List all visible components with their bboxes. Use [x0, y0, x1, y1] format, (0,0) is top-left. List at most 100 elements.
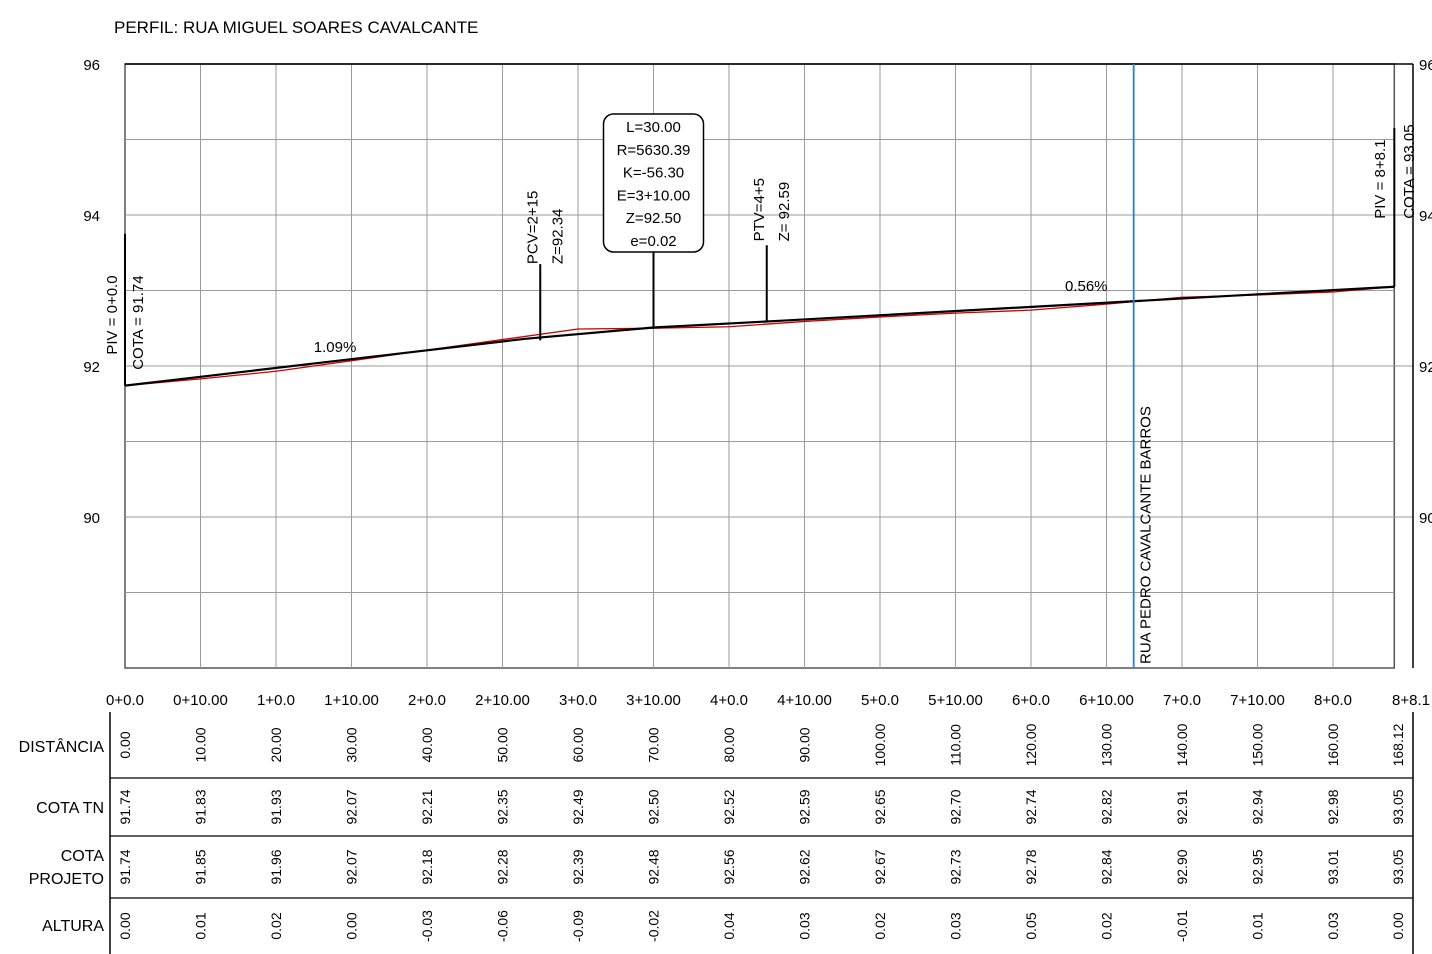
table-cell: 150.00 — [1250, 723, 1266, 766]
table-cell: 92.18 — [419, 849, 435, 884]
table-cell: 92.84 — [1099, 849, 1115, 884]
table-cell: 0.04 — [721, 912, 737, 939]
axis-labels: 96 94 92 90 96 94 92 90 0+0.0 0+10.00 1+0.0 1+10.00… — [83, 57, 1432, 709]
table-cell: 20.00 — [268, 727, 284, 762]
data-table: DISTÂNCIA COTA TN COTA PROJETO ALTURA 0.00 10.… — [19, 712, 1414, 954]
ptv-label: PTV=4+5 — [751, 178, 768, 241]
curve-box — [602, 113, 705, 253]
design-line — [124, 285, 1395, 387]
table-cell: 140.00 — [1174, 723, 1190, 766]
table-cell: 0.05 — [1023, 912, 1039, 939]
table-cell: 92.48 — [646, 849, 662, 884]
table-cell: 0.00 — [344, 912, 360, 939]
station-label: 8+8.1 — [1392, 692, 1430, 709]
table-cell: 0.02 — [872, 912, 888, 939]
station-label: 2+10.00 — [475, 692, 530, 709]
table-cell: 92.91 — [1174, 789, 1190, 824]
station-label: 6+10.00 — [1079, 692, 1134, 709]
table-cell: 92.67 — [872, 849, 888, 884]
row-label-altura: ALTURA — [42, 918, 104, 935]
right-elevation-tick-label: 94 — [1419, 208, 1432, 225]
table-cell: 93.01 — [1325, 849, 1341, 884]
table-cell: 91.85 — [193, 849, 209, 884]
table-cell: -0.02 — [646, 910, 662, 942]
table-cell: 168.12 — [1390, 723, 1406, 766]
table-cell: 93.05 — [1390, 789, 1406, 824]
profile-title: PERFIL: RUA MIGUEL SOARES CAVALCANTE — [114, 18, 478, 37]
table-cell: 130.00 — [1099, 723, 1115, 766]
table-cell: 92.94 — [1250, 789, 1266, 824]
row-label-cota-tn: COTA TN — [36, 800, 104, 817]
table-cell: -0.09 — [570, 910, 586, 942]
table-cell: 0.02 — [268, 912, 284, 939]
table-cell: 40.00 — [419, 727, 435, 762]
table-cell: 92.59 — [797, 789, 813, 824]
table-cell: 92.07 — [344, 849, 360, 884]
piv-start-cota: COTA = 91.74 — [130, 275, 147, 369]
curve-box-line: e=0.02 — [630, 233, 676, 250]
station-label: 3+0.0 — [559, 692, 597, 709]
right-elevation-tick-label: 90 — [1419, 510, 1432, 527]
table-cell: 92.65 — [872, 789, 888, 824]
station-label: 8+0.0 — [1314, 692, 1352, 709]
right-elevation-tick-label: 92 — [1419, 359, 1432, 376]
table-cell: 92.98 — [1325, 789, 1341, 824]
curve-box-line: K=-56.30 — [623, 165, 684, 182]
station-label: 3+10.00 — [626, 692, 681, 709]
station-label: 5+0.0 — [861, 692, 899, 709]
table-cell: 100.00 — [872, 723, 888, 766]
station-label: 7+0.0 — [1163, 692, 1201, 709]
table-cell: 92.21 — [419, 789, 435, 824]
table-cell: 90.00 — [797, 727, 813, 762]
ptv-z: Z= 92.59 — [776, 182, 793, 242]
piv-start-label: PIV = 0+0.0 — [104, 275, 121, 354]
table-cell: -0.06 — [495, 910, 511, 942]
elevation-tick-label: 90 — [83, 510, 100, 527]
table-cell: 0.03 — [948, 912, 964, 939]
table-cell: 92.39 — [570, 849, 586, 884]
table-cell: 92.50 — [646, 789, 662, 824]
table-cell: 91.96 — [268, 849, 284, 884]
curve-box-line: Z=92.50 — [626, 210, 681, 227]
table-cell: 92.49 — [570, 789, 586, 824]
table-cell: 93.05 — [1390, 849, 1406, 884]
table-cell: 0.01 — [193, 912, 209, 939]
table-cell: 120.00 — [1023, 723, 1039, 766]
table-cell: 30.00 — [344, 727, 360, 762]
row-label-distancia: DISTÂNCIA — [19, 737, 105, 756]
piv-end-cota: COTA = 93.05 — [1401, 124, 1418, 218]
pcv-z: Z=92.34 — [549, 209, 566, 264]
station-label: 0+10.00 — [173, 692, 228, 709]
table-cell: 70.00 — [646, 727, 662, 762]
table-cell: 0.03 — [797, 912, 813, 939]
table-cell: 10.00 — [193, 727, 209, 762]
table-cell: 91.74 — [117, 789, 133, 824]
table-cell: 0.00 — [117, 912, 133, 939]
station-label: 1+10.00 — [324, 692, 379, 709]
station-label: 4+0.0 — [710, 692, 748, 709]
station-label: 0+0.0 — [106, 692, 144, 709]
table-cell: 92.95 — [1250, 849, 1266, 884]
row-label-projeto: PROJETO — [29, 871, 104, 888]
elevation-tick-label: 96 — [83, 57, 100, 74]
table-cell: 92.74 — [1023, 789, 1039, 824]
table-cell: 0.03 — [1325, 912, 1341, 939]
table-cell: 92.62 — [797, 849, 813, 884]
table-cell: 80.00 — [721, 727, 737, 762]
table-cell: 92.78 — [1023, 849, 1039, 884]
table-cell: 0.02 — [1099, 912, 1115, 939]
station-label: 5+10.00 — [928, 692, 983, 709]
station-label: 7+10.00 — [1230, 692, 1285, 709]
curve-box-line: R=5630.39 — [617, 142, 691, 159]
station-label: 1+0.0 — [257, 692, 295, 709]
elevation-tick-label: 94 — [83, 208, 100, 225]
elevation-tick-label: 92 — [83, 359, 100, 376]
crossing-street-label: RUA PEDRO CAVALCANTE BARROS — [1138, 406, 1155, 664]
table-cell: 0.00 — [1390, 912, 1406, 939]
table-cell: 92.90 — [1174, 849, 1190, 884]
row-label-cota: COTA — [61, 848, 105, 865]
table-cell: 110.00 — [948, 724, 964, 766]
table-cell: 0.01 — [1250, 912, 1266, 939]
table-cell: -0.03 — [419, 910, 435, 942]
